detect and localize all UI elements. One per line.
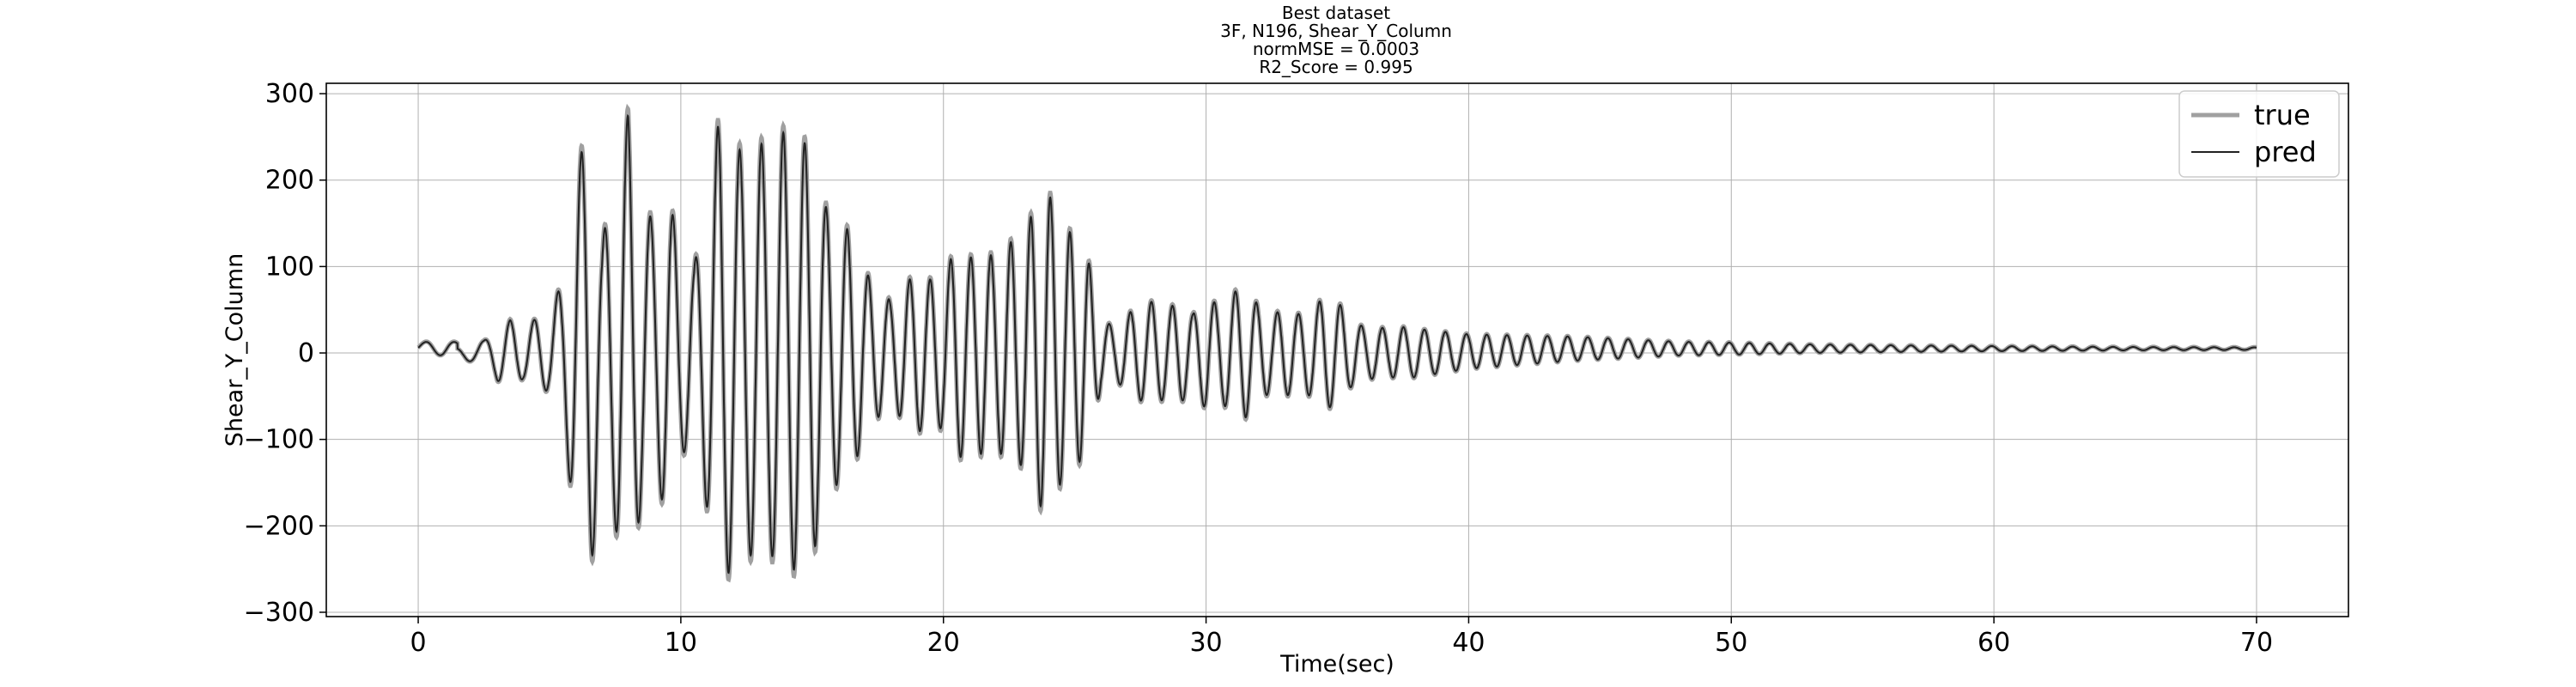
- y-tick-label: −100: [244, 425, 314, 455]
- legend-box: [2178, 90, 2340, 178]
- y-axis-label: Shear_Y_Column: [222, 253, 248, 447]
- y-tick-label: −300: [244, 598, 314, 628]
- legend-pred-label: pred: [2254, 136, 2317, 168]
- plot-area: [416, 103, 2257, 583]
- y-tick-label: −200: [244, 511, 314, 541]
- series-pred-line: [417, 113, 2257, 575]
- y-tick-label: 0: [298, 338, 314, 368]
- y-tick-label: 300: [265, 79, 314, 109]
- y-tick-label: 100: [265, 252, 314, 282]
- chart-title-line-3: R2_Score = 0.995: [1259, 57, 1413, 77]
- y-tick-label: 200: [265, 166, 314, 196]
- x-axis-label: Time(sec): [1279, 651, 1394, 678]
- x-tick-label: 70: [2240, 628, 2273, 658]
- chart-title-line-0: Best dataset: [1282, 3, 1390, 23]
- x-tick-label: 50: [1715, 628, 1747, 658]
- legend: true pred: [2178, 90, 2340, 178]
- chart-title-line-1: 3F, N196, Shear_Y_Column: [1220, 21, 1452, 41]
- y-axis: 300 200 100 0 −100 −200 −300: [244, 79, 326, 628]
- x-tick-label: 0: [410, 628, 426, 658]
- x-axis: 0 10 20 30 40 50 60 70: [410, 617, 2273, 658]
- x-tick-label: 30: [1189, 628, 1222, 658]
- legend-true-label: true: [2254, 99, 2311, 131]
- axes-frame: [325, 82, 2349, 617]
- series-true-line: [416, 103, 2257, 583]
- x-tick-label: 40: [1452, 628, 1485, 658]
- chart-title-line-2: normMSE = 0.0003: [1253, 39, 1419, 59]
- grid: [326, 83, 2348, 617]
- x-tick-label: 60: [1978, 628, 2010, 658]
- x-tick-label: 10: [665, 628, 697, 658]
- x-tick-label: 20: [927, 628, 960, 658]
